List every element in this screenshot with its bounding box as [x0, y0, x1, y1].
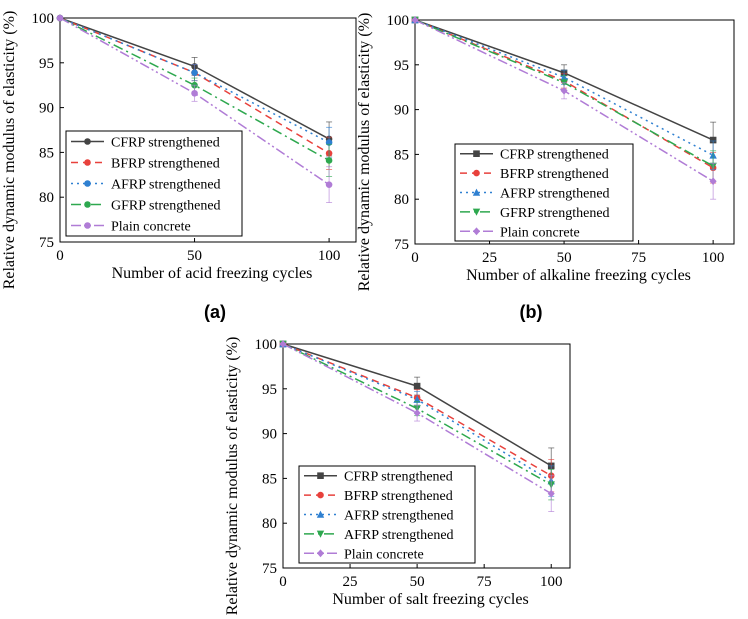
- legend-marker: [84, 222, 91, 229]
- legend-label: AFRP strengthened: [111, 178, 221, 193]
- legend-label: AFRP strengthened: [344, 528, 454, 543]
- legend-label: CFRP strengthened: [111, 136, 220, 151]
- legend-marker: [84, 201, 91, 208]
- y-axis-title: Relative dynamic modulus of elasticity (…: [1, 11, 18, 290]
- x-tick-label: 100: [540, 574, 563, 590]
- series-line: [414, 19, 714, 156]
- plot-frame: [414, 19, 735, 245]
- data-point: [279, 340, 287, 348]
- x-tick-label: 75: [477, 574, 492, 590]
- data-point: [191, 69, 198, 76]
- y-tick-label: 100: [255, 337, 278, 353]
- plot-frame: [59, 17, 357, 243]
- legend-label: GFRP strengthened: [500, 206, 610, 221]
- legend-marker: [473, 169, 480, 177]
- legend-marker: [473, 227, 480, 236]
- y-tick-label: 80: [39, 190, 54, 206]
- legend-label: Plain concrete: [344, 547, 424, 562]
- series-line: [282, 343, 552, 495]
- legend-marker: [316, 530, 325, 538]
- legend: CFRP strengthened BFRP strengthened AFRP s…: [454, 143, 634, 242]
- legend-marker: [84, 180, 91, 187]
- y-axis-title: Relative dynamic modulus of elasticity (…: [224, 337, 241, 616]
- legend-label: Plain concrete: [500, 225, 580, 240]
- y-tick-label: 85: [394, 147, 409, 163]
- legend-marker: [84, 138, 91, 145]
- legend-marker: [317, 549, 324, 558]
- x-tick-label: 0: [411, 250, 419, 266]
- x-tick-label: 50: [187, 248, 202, 264]
- y-tick-label: 90: [39, 101, 54, 117]
- data-point: [56, 14, 64, 22]
- data-point: [709, 136, 717, 144]
- legend-marker: [316, 510, 325, 518]
- y-tick-label: 75: [394, 237, 409, 253]
- legend: CFRP strengthened BFRP strengthened AFRP s…: [298, 465, 476, 564]
- x-tick-label: 25: [343, 574, 358, 590]
- y-tick-label: 85: [262, 471, 277, 487]
- y-tick-label: 95: [39, 56, 54, 72]
- series-plain-concrete: [411, 16, 717, 200]
- data-point: [547, 489, 555, 498]
- x-tick-label: 100: [702, 250, 725, 266]
- legend-marker: [472, 208, 481, 216]
- y-tick-label: 100: [387, 13, 410, 29]
- legend-marker: [317, 472, 324, 479]
- x-tick-label: 25: [482, 250, 497, 266]
- legend-marker: [84, 159, 91, 166]
- data-point: [325, 181, 333, 188]
- data-point: [709, 177, 717, 186]
- plot-frame: [282, 343, 571, 569]
- x-tick-label: 50: [410, 574, 425, 590]
- y-tick-label: 95: [394, 58, 409, 74]
- chart-panel-a: 75 80 85 90 95 100 0 50 100 Number of acid freezi…: [1, 11, 357, 290]
- legend-label: Plain concrete: [111, 220, 191, 235]
- y-tick-label: 85: [39, 145, 54, 161]
- legend-label: BFRP strengthened: [344, 489, 453, 504]
- legend-label: GFRP strengthened: [111, 199, 221, 214]
- y-tick-label: 90: [394, 103, 409, 119]
- legend-label: CFRP strengthened: [500, 148, 609, 163]
- data-point: [411, 16, 419, 24]
- data-point: [560, 86, 568, 95]
- legend-label: AFRP strengthened: [500, 187, 610, 202]
- data-point: [413, 382, 421, 390]
- y-tick-label: 90: [262, 427, 277, 443]
- series-line: [59, 17, 330, 186]
- y-tick-label: 100: [32, 11, 55, 27]
- y-tick-label: 80: [394, 192, 409, 208]
- legend-label: BFRP strengthened: [111, 157, 220, 172]
- x-axis-title: Number of alkaline freezing cycles: [466, 267, 691, 284]
- legend-label: BFRP strengthened: [500, 167, 609, 182]
- legend-marker: [317, 491, 324, 499]
- legend: CFRP strengthened BFRP strengthened AFRP s…: [65, 130, 243, 237]
- y-tick-label: 95: [262, 382, 277, 398]
- y-axis-title: Relative dynamic modulus of elasticity (…: [356, 13, 373, 292]
- legend-label: CFRP strengthened: [344, 470, 453, 485]
- chart-panel-b: 75 80 85 90 95 100 0 25 50 75 100 Number of alkalin…: [356, 13, 735, 292]
- x-tick-label: 100: [318, 248, 341, 264]
- y-tick-label: 75: [39, 235, 54, 251]
- x-tick-label: 50: [557, 250, 572, 266]
- data-point: [191, 89, 198, 97]
- x-axis-title: Number of acid freezing cycles: [112, 265, 313, 282]
- y-tick-label: 75: [262, 561, 277, 577]
- chart-panel-c: 75 80 85 90 95 100 0 25 50 75 100 Number of salt fr…: [224, 337, 571, 616]
- x-tick-label: 0: [56, 248, 64, 264]
- series-plain-concrete: [56, 14, 333, 203]
- panel-label-b: (b): [520, 302, 543, 322]
- data-point: [413, 409, 421, 417]
- legend-label: AFRP strengthened: [344, 509, 454, 524]
- y-tick-label: 80: [262, 516, 277, 532]
- data-point: [325, 157, 333, 164]
- legend-marker: [472, 188, 481, 196]
- x-tick-label: 0: [279, 574, 287, 590]
- panel-label-a: (a): [204, 302, 226, 322]
- series-plain-concrete: [279, 340, 555, 512]
- legend-marker: [473, 150, 480, 157]
- legend-box: [454, 143, 634, 242]
- x-tick-label: 75: [631, 250, 646, 266]
- x-axis-title: Number of salt freezing cycles: [332, 591, 528, 608]
